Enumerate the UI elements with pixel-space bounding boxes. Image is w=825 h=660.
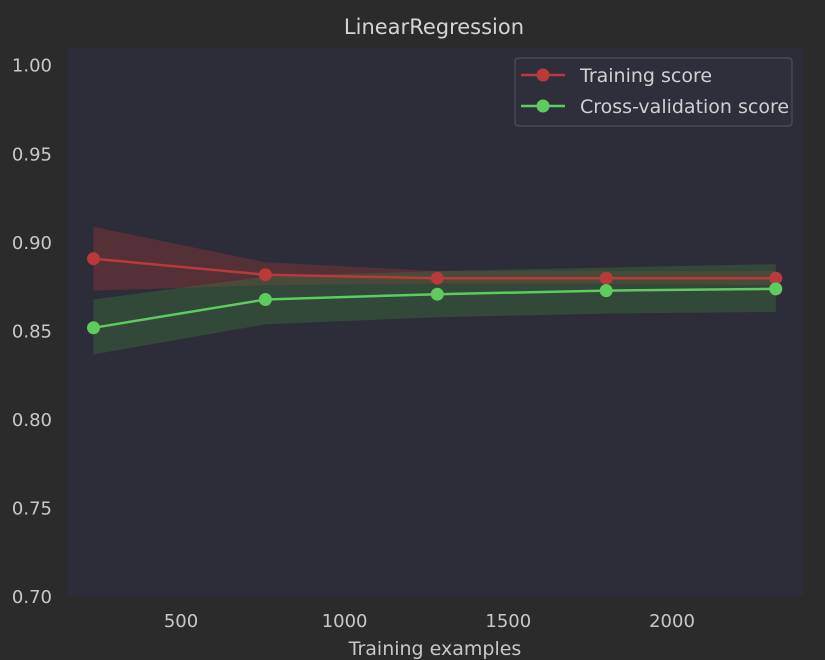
cross-validation-score-point — [769, 282, 783, 296]
x-axis-ticks: 500 1000 1500 2000 — [164, 611, 695, 632]
x-tick-label: 500 — [164, 611, 198, 632]
x-axis-label: Training examples — [348, 638, 522, 660]
training-score-point — [258, 268, 272, 282]
legend-box — [514, 57, 793, 127]
cross-validation-score-point — [599, 284, 613, 298]
legend-label-training-score: Training score — [579, 65, 712, 87]
series-points — [87, 252, 783, 335]
legend: Training score Cross-validation score — [514, 57, 793, 127]
y-tick-label: 1.00 — [12, 56, 52, 77]
training-score-point — [87, 252, 100, 266]
y-tick-label: 0.90 — [12, 233, 52, 254]
x-tick-label: 1500 — [485, 611, 531, 632]
y-tick-label: 0.95 — [12, 144, 52, 165]
plot-area — [68, 48, 803, 597]
x-tick-label: 2000 — [649, 611, 695, 632]
cross-validation-score-point — [258, 293, 272, 306]
x-tick-label: 1000 — [322, 611, 368, 632]
training-score-point — [599, 271, 613, 285]
legend-label-cross-validation-score: Cross-validation score — [580, 96, 789, 118]
training-score-point — [769, 271, 783, 285]
legend-marker-cross-validation-score — [536, 99, 550, 113]
y-tick-label: 0.85 — [12, 321, 52, 342]
training-score-point — [430, 271, 444, 285]
y-tick-label: 0.70 — [12, 587, 52, 608]
legend-marker-training-score — [536, 68, 550, 82]
cross-validation-score-point — [430, 287, 444, 301]
y-tick-label: 0.80 — [12, 410, 52, 431]
y-tick-label: 0.75 — [12, 499, 52, 520]
y-axis-ticks: 0.70 0.75 0.80 0.85 0.90 0.95 1.00 — [12, 56, 52, 608]
cross-validation-score-point — [87, 321, 100, 335]
chart-title: LinearRegression — [344, 15, 524, 39]
